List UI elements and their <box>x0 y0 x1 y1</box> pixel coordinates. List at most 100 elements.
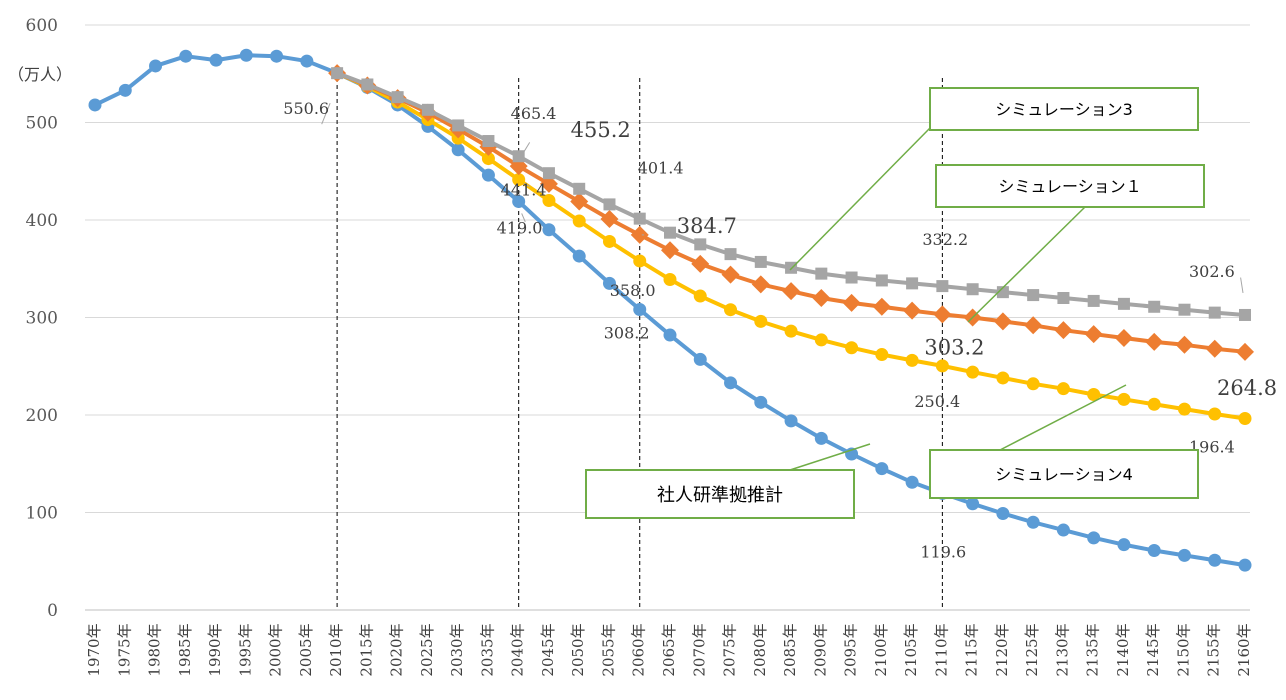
data-label-2504: 250.4 <box>914 392 960 411</box>
point-shajinken-2120 <box>996 506 1010 520</box>
x-tick-label-1975: 1975年 <box>115 623 133 676</box>
x-tick-label-2120: 2120年 <box>993 623 1011 676</box>
series-callouts: シミュレーション3 シミュレーション１ シミュレーション4 社人研準拠推計 <box>585 87 1205 519</box>
point-shajinken-2000 <box>270 49 284 63</box>
callout-box-sim1 <box>935 164 1205 208</box>
point-sim3-2080 <box>754 255 767 268</box>
x-tick-label-2005: 2005年 <box>297 623 315 676</box>
point-sim1-2145 <box>1145 332 1164 351</box>
callout-box-sim4 <box>929 449 1199 499</box>
x-tick-label-2050: 2050年 <box>569 623 587 676</box>
point-sim3-2145 <box>1148 300 1161 313</box>
point-sim4-2120 <box>996 371 1010 385</box>
x-tick-label-2025: 2025年 <box>418 623 436 676</box>
point-sim3-2055 <box>603 198 616 211</box>
point-sim1-2045 <box>539 174 558 193</box>
series-layer <box>88 48 1254 572</box>
leader-5506 <box>321 102 331 125</box>
point-sim3-2035 <box>482 135 495 148</box>
point-shajinken-2135 <box>1087 531 1101 545</box>
point-sim3-2010 <box>331 67 344 80</box>
point-sim3-2085 <box>785 261 798 274</box>
point-shajinken-2045 <box>542 223 556 237</box>
point-sim4-2150 <box>1177 402 1191 416</box>
x-tick-label-2060: 2060年 <box>630 623 648 676</box>
x-tick-label-2130: 2130年 <box>1053 623 1071 676</box>
x-tick-label-1970: 1970年 <box>85 623 103 676</box>
point-sim4-2045 <box>542 194 556 207</box>
point-sim3-2150 <box>1178 303 1191 316</box>
point-sim1-2140 <box>1114 328 1133 347</box>
point-sim1-2100 <box>872 297 891 316</box>
point-sim1-2065 <box>661 241 679 260</box>
label-leader-lines <box>321 102 1244 294</box>
point-sim1-2125 <box>1024 316 1043 335</box>
point-shajinken-2140 <box>1117 538 1131 552</box>
point-shajinken-1985 <box>179 49 193 63</box>
leader-4552 <box>523 142 531 153</box>
point-sim4-2135 <box>1087 388 1101 402</box>
y-tick-label-300: 300 <box>26 309 58 329</box>
point-sim1-2150 <box>1175 335 1194 354</box>
y-tick-label-600: 600 <box>26 16 58 36</box>
point-sim4-2095 <box>845 341 859 355</box>
x-tick-label-2080: 2080年 <box>751 623 769 676</box>
data-label-2648: 264.8 <box>1217 376 1277 400</box>
data-label-4414: 441.4 <box>501 181 547 200</box>
point-sim4-2060 <box>633 254 647 268</box>
point-shajinken-2080 <box>754 395 768 409</box>
x-tick-label-2065: 2065年 <box>660 623 678 676</box>
x-tick-label-2160: 2160年 <box>1235 623 1253 676</box>
point-sim1-2080 <box>751 275 770 294</box>
point-sim4-2110 <box>935 359 949 373</box>
point-shajinken-2155 <box>1208 553 1222 567</box>
point-sim4-2065 <box>663 272 677 286</box>
point-sim3-2045 <box>542 167 555 180</box>
point-sim4-2100 <box>875 348 889 362</box>
x-tick-label-2045: 2045年 <box>539 623 557 676</box>
data-label-5506: 550.6 <box>283 99 329 118</box>
x-tick-label-1995: 1995年 <box>236 623 254 676</box>
callout-label-shajinken: 社人研準拠推計 <box>657 485 783 506</box>
point-shajinken-2005 <box>300 54 314 68</box>
y-unit-label: （万人） <box>8 65 72 84</box>
x-tick-label-1980: 1980年 <box>146 623 164 676</box>
x-tick-label-2095: 2095年 <box>842 623 860 676</box>
point-sim1-2055 <box>600 210 619 229</box>
x-tick-label-2030: 2030年 <box>448 623 466 676</box>
point-sim1-2120 <box>993 312 1012 331</box>
point-sim4-2085 <box>784 324 798 338</box>
data-label-3322: 332.2 <box>922 230 968 249</box>
point-sim3-2115 <box>966 283 979 296</box>
x-tick-label-2090: 2090年 <box>811 623 829 676</box>
point-sim4-2055 <box>602 234 616 248</box>
callout-label-sim1: シミュレーション１ <box>998 177 1141 196</box>
point-shajinken-2085 <box>784 414 798 428</box>
x-tick-label-2055: 2055年 <box>599 623 617 676</box>
x-tick-label-2035: 2035年 <box>478 623 496 676</box>
data-label-3032: 303.2 <box>924 335 984 359</box>
point-sim4-2140 <box>1117 392 1131 406</box>
data-label-4190: 419.0 <box>497 218 543 237</box>
point-shajinken-2060 <box>633 303 647 317</box>
point-shajinken-2035 <box>481 168 495 182</box>
leader-4414 <box>523 183 530 187</box>
point-sim1-2155 <box>1205 339 1224 358</box>
x-tick-label-2140: 2140年 <box>1114 623 1132 676</box>
point-sim3-2100 <box>875 274 888 287</box>
data-labels: 550.6 465.4 455.2 441.4 419.0 401.4 384.7 358.0… <box>283 99 1277 561</box>
point-sim4-2115 <box>966 365 980 379</box>
callout-box-sim3 <box>929 87 1199 131</box>
point-sim3-2075 <box>724 248 737 261</box>
data-label-3026: 302.6 <box>1189 262 1235 281</box>
data-label-4654: 465.4 <box>511 104 557 123</box>
point-sim1-2050 <box>570 192 589 211</box>
y-tick-label-200: 200 <box>26 406 58 426</box>
point-sim3-2050 <box>573 182 586 195</box>
point-shajinken-2090 <box>814 431 828 445</box>
point-sim3-2030 <box>452 119 465 132</box>
x-tick-label-2145: 2145年 <box>1144 623 1162 676</box>
y-tick-label-500: 500 <box>26 114 58 134</box>
data-label-1964: 196.4 <box>1189 438 1235 457</box>
point-shajinken-1995 <box>239 48 253 62</box>
